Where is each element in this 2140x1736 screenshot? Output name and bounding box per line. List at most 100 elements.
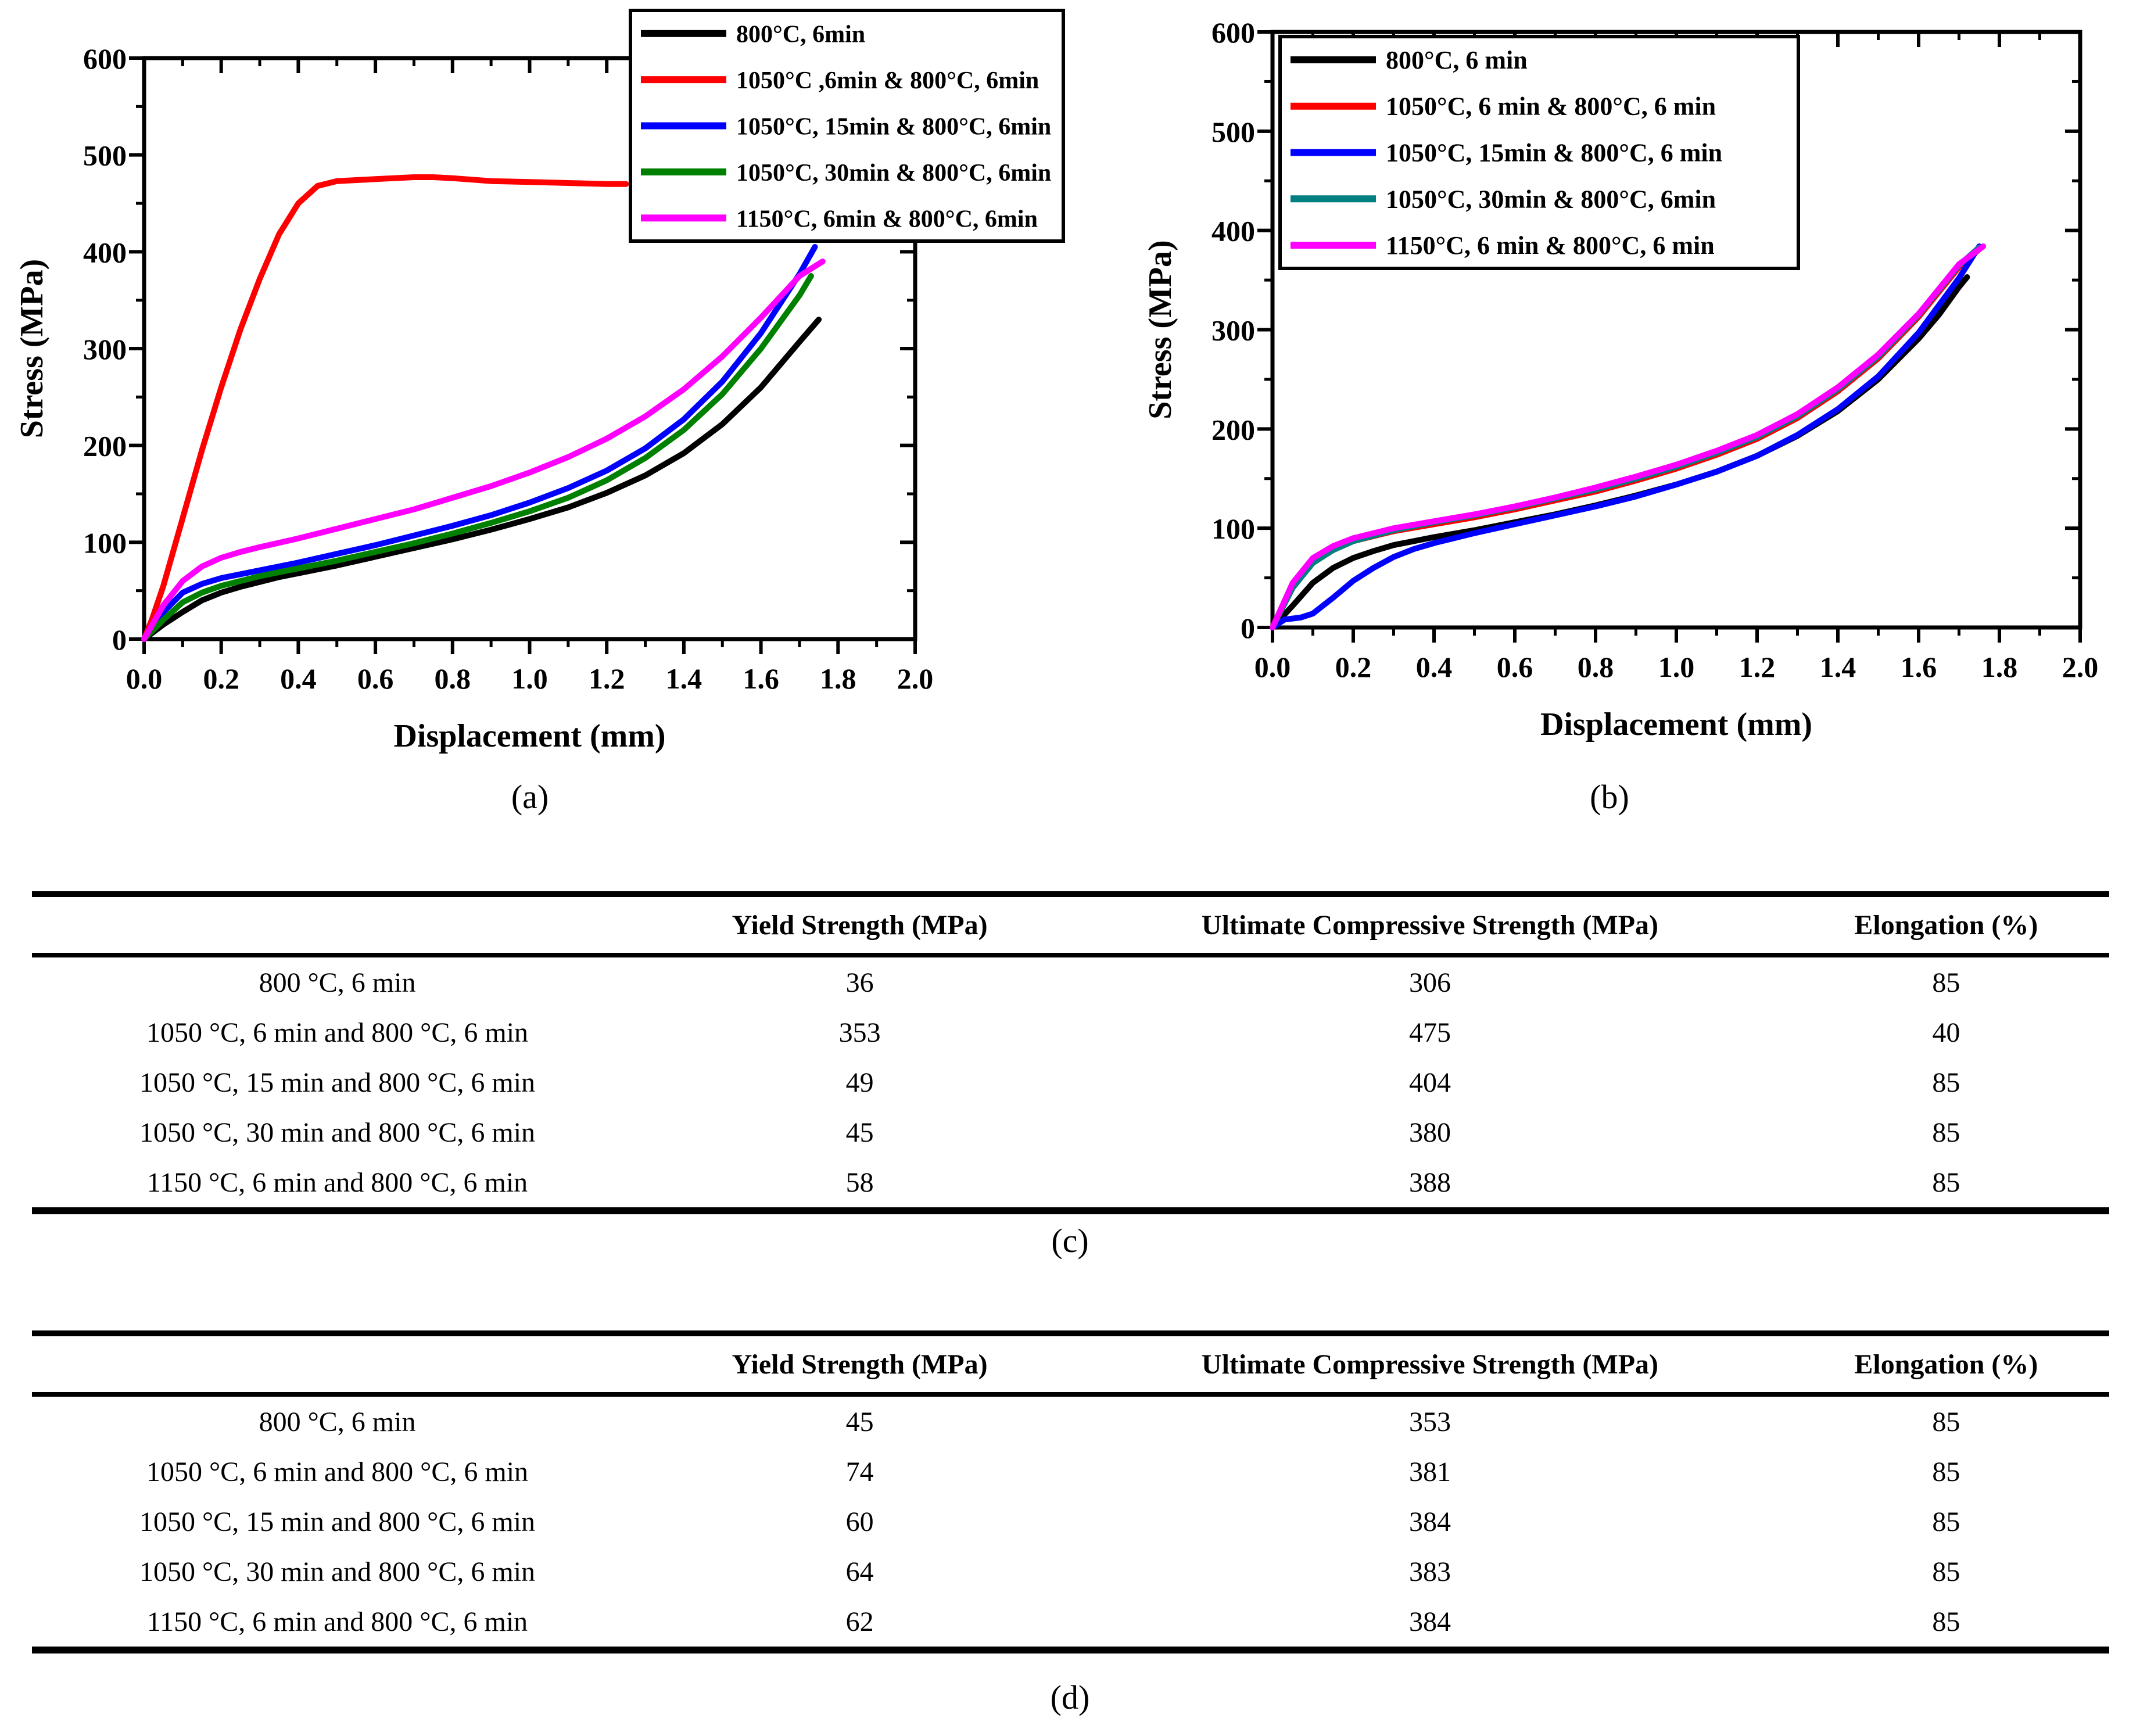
table-cell: 353	[1408, 1406, 1451, 1437]
y-tick-label: 400	[83, 236, 127, 268]
curve-1150-6-800-6	[1270, 243, 1987, 630]
table-cell: 381	[1408, 1456, 1451, 1487]
x-axis-label: Displacement (mm)	[393, 718, 665, 754]
x-tick-label: 1.2	[1739, 651, 1776, 683]
legend-label-1150-6-800-6: 1150°C, 6 min & 800°C, 6 min	[1386, 231, 1715, 260]
curve-1150-6-800-6	[141, 259, 826, 642]
x-tick-label: 1.8	[820, 662, 856, 695]
x-tick-label: 0.2	[203, 662, 239, 695]
table-cell: 85	[1932, 967, 1960, 998]
x-tick-label: 0.6	[357, 662, 394, 695]
x-tick-label: 1.6	[743, 662, 779, 695]
caption-c: (c)	[1051, 1222, 1089, 1260]
legend-label-1050-6-800-6: 1050°C ,6min & 800°C, 6min	[736, 67, 1039, 94]
table-cell: 1050 °C, 15 min and 800 °C, 6 min	[139, 1067, 536, 1098]
y-tick-label: 200	[1211, 413, 1255, 446]
stress-displacement-chart-a: 0.0 0.2 0.4 0.6 0.8 1.0 1.2 1.4 1.6 1.8 2.0 0 100 200…	[14, 9, 1065, 754]
x-tick-label: 0.0	[1254, 651, 1291, 683]
table-cell: 74	[845, 1456, 874, 1487]
table-row: 1050 °C, 30 min and 800 °C, 6 min 45 380 85	[32, 1107, 2109, 1157]
x-tick-label: 1.4	[666, 662, 702, 695]
curve-1050-6-800-6	[1270, 246, 1983, 630]
table-row: 1050 °C, 15 min and 800 °C, 6 min 49 404 85	[32, 1057, 2109, 1107]
legend-label-1050-15-800-6: 1050°C, 15min & 800°C, 6min	[736, 114, 1051, 141]
y-tick-label: 500	[83, 139, 127, 172]
x-tick-label: 1.2	[589, 662, 625, 695]
table-cell: 1050 °C, 6 min and 800 °C, 6 min	[146, 1456, 529, 1487]
table-cell: 353	[838, 1017, 881, 1048]
table-row: 1050 °C, 15 min and 800 °C, 6 min 60 384 85	[32, 1497, 2109, 1547]
table-cell: 60	[845, 1506, 874, 1537]
x-axis-label: Displacement (mm)	[1540, 706, 1812, 743]
column-header	[32, 894, 643, 957]
y-tick-label: 300	[1211, 314, 1255, 347]
table-cell: 800 °C, 6 min	[259, 967, 416, 998]
table-row: 1150 °C, 6 min and 800 °C, 6 min 62 384 85	[32, 1597, 2109, 1650]
table-cell: 64	[845, 1556, 874, 1587]
legend-label-1050-30-800-6: 1050°C, 30min & 800°C, 6min	[736, 160, 1051, 186]
legend-label-1050-15-800-6: 1050°C, 15min & 800°C, 6 min	[1386, 139, 1722, 167]
header-row: Yield Strength (MPa) Ultimate Compressive…	[32, 894, 2109, 957]
column-header: Yield Strength (MPa)	[643, 1333, 1077, 1397]
y-axis-label: Stress (MPa)	[14, 259, 50, 438]
table-cell: 85	[1932, 1506, 1960, 1537]
y-tick-label: 0	[112, 623, 127, 656]
x-tick-label: 0.2	[1335, 651, 1372, 683]
table-cell: 85	[1932, 1167, 1960, 1198]
table-cell: 85	[1932, 1456, 1960, 1487]
legend-label-1050-30-800-6: 1050°C, 30min & 800°C, 6min	[1386, 185, 1716, 213]
y-tick-label: 600	[1211, 16, 1255, 49]
x-tick-label: 1.6	[1901, 651, 1937, 683]
table-cell: 1050 °C, 30 min and 800 °C, 6 min	[139, 1117, 536, 1148]
column-header	[32, 1333, 643, 1397]
curve-800-6	[141, 317, 822, 642]
curve-1050-15-800-6	[1270, 243, 1983, 630]
table-cell: 388	[1408, 1167, 1451, 1198]
results-table-c: Yield Strength (MPa) Ultimate Compressive…	[32, 891, 2109, 1214]
y-tick-label: 100	[1211, 512, 1255, 545]
table-cell: 1150 °C, 6 min and 800 °C, 6 min	[146, 1167, 528, 1198]
table-cell: 475	[1408, 1017, 1451, 1048]
results-table-d-wrapper: Yield Strength (MPa) Ultimate Compressive…	[32, 1330, 2109, 1653]
table-cell: 306	[1408, 967, 1451, 998]
y-tick-label: 200	[83, 430, 127, 462]
column-header: Ultimate Compressive Strength (MPa)	[1077, 894, 1783, 957]
x-tick-label: 2.0	[897, 662, 934, 695]
table-cell: 40	[1932, 1017, 1960, 1048]
legend-label-1050-6-800-6: 1050°C, 6 min & 800°C, 6 min	[1386, 92, 1716, 121]
table-cell: 36	[845, 967, 874, 998]
x-tick-label: 1.0	[511, 662, 548, 695]
header-row: Yield Strength (MPa) Ultimate Compressive…	[32, 1333, 2109, 1397]
table-cell: 384	[1408, 1606, 1451, 1637]
table-cell: 404	[1408, 1067, 1451, 1098]
table-row: 1050 °C, 6 min and 800 °C, 6 min 74 381 85	[32, 1447, 2109, 1497]
table-cell: 1150 °C, 6 min and 800 °C, 6 min	[146, 1606, 528, 1637]
x-tick-label: 0.8	[1578, 651, 1614, 683]
x-tick-label: 0.8	[435, 662, 471, 695]
table-cell: 1050 °C, 6 min and 800 °C, 6 min	[146, 1017, 529, 1048]
x-tick-label: 1.8	[1981, 651, 2018, 683]
table-row: 1150 °C, 6 min and 800 °C, 6 min 58 388 85	[32, 1157, 2109, 1211]
table-cell: 85	[1932, 1067, 1960, 1098]
table-row: 1050 °C, 30 min and 800 °C, 6 min 64 383 85	[32, 1547, 2109, 1597]
x-tick-label: 0.6	[1497, 651, 1533, 683]
table-row: 1050 °C, 6 min and 800 °C, 6 min 353 475 40	[32, 1007, 2109, 1057]
x-tick-label: 1.0	[1658, 651, 1695, 683]
table-cell: 85	[1932, 1406, 1960, 1437]
legend-label-1150-6-800-6: 1150°C, 6min & 800°C, 6min	[736, 206, 1038, 232]
x-tick-label: 2.0	[2062, 651, 2099, 683]
table-cell: 380	[1408, 1117, 1451, 1148]
column-header: Elongation (%)	[1783, 894, 2109, 957]
legend-label-800-6: 800°C, 6 min	[1386, 46, 1528, 74]
y-tick-label: 0	[1241, 612, 1255, 644]
legend-label-800-6: 800°C, 6min	[736, 21, 865, 48]
table-cell: 1050 °C, 30 min and 800 °C, 6 min	[139, 1556, 536, 1587]
table-cell: 45	[845, 1406, 874, 1437]
results-table-c-wrapper: Yield Strength (MPa) Ultimate Compressive…	[32, 891, 2109, 1214]
curve-1050-6-800-6	[141, 174, 629, 642]
table-cell: 383	[1408, 1556, 1451, 1587]
caption-d: (d)	[1050, 1678, 1090, 1716]
table-cell: 384	[1408, 1506, 1451, 1537]
curve-1050-15-800-6	[141, 244, 818, 642]
